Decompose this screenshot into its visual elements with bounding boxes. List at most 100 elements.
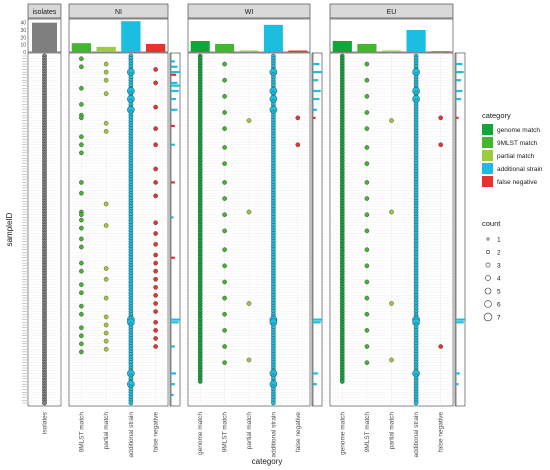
side-bar-EU (456, 62, 463, 66)
point-WI (222, 212, 227, 218)
side-bar-EU (456, 318, 465, 321)
legend-category-label: genome match (497, 127, 540, 134)
side-bar-NI (171, 89, 179, 93)
side-bar-WI (313, 62, 320, 66)
point-WI (222, 110, 227, 115)
point-WI (222, 279, 227, 285)
point-WI (222, 61, 227, 67)
side-bar-WI (313, 108, 317, 111)
point-WI (222, 328, 227, 333)
point-NI (153, 80, 158, 86)
x-tick-isolates: isolates (42, 411, 49, 434)
point-NI (103, 338, 109, 344)
point-WI (222, 247, 227, 252)
point-NI (79, 341, 84, 347)
point-EU (364, 212, 370, 218)
point-NI (153, 67, 158, 72)
top-bar-NI (145, 43, 166, 52)
point-WI (222, 311, 227, 317)
point-NI (79, 303, 84, 309)
point-EU (364, 263, 370, 269)
x-tick-NI: partial match (103, 412, 110, 450)
point-EU (389, 209, 394, 215)
point-NI (79, 290, 84, 296)
legend-category-label: 9MLST match (497, 140, 538, 147)
side-bar-NI (171, 84, 180, 87)
point-WI (222, 180, 227, 185)
point-WI (295, 142, 301, 148)
point-NI (103, 77, 109, 83)
panel-strip-WI (187, 3, 311, 19)
legend-swatch (482, 150, 493, 161)
point-NI (153, 180, 158, 185)
point-EU (364, 295, 370, 301)
point-NI (79, 282, 84, 287)
point-NI (79, 225, 84, 231)
x-axis-title: category (252, 457, 283, 466)
y-axis-title: sampleID (5, 212, 14, 246)
point-WI (222, 228, 227, 234)
side-bar-EU (456, 97, 462, 101)
point-NI (153, 104, 158, 110)
legend-count-label: 1 (497, 236, 501, 243)
x-tick-WI: 9MLST match (222, 412, 229, 453)
point-NI (79, 102, 84, 107)
point-EU (339, 379, 345, 384)
side-bar-EU (456, 89, 463, 93)
side-bar-WI (313, 372, 319, 375)
point-EU (389, 118, 394, 123)
side-bar-WI (313, 116, 316, 119)
point-EU (364, 311, 370, 317)
legend-count-circle (484, 287, 492, 295)
point-NI (153, 301, 158, 306)
side-bar-WI (313, 97, 320, 101)
top-bar-WI (288, 50, 308, 52)
point-NI (153, 268, 158, 274)
panel-plot-frame-NI (68, 52, 169, 407)
point-WI (222, 196, 227, 201)
side-bar-EU (456, 383, 459, 386)
side-bar-WI (313, 321, 321, 324)
top-bar-WI (263, 24, 283, 52)
isolates-point (42, 400, 47, 406)
point-EU (364, 360, 370, 365)
side-bar-EU (456, 71, 464, 74)
x-tick-WI: additional strain (270, 412, 277, 458)
point-EU (438, 142, 444, 148)
x-tick-EU: genome match (339, 412, 346, 455)
point-WI (222, 126, 227, 131)
side-bar-NI (171, 372, 177, 375)
panel-strip-EU (329, 3, 454, 19)
point-NI (79, 64, 84, 70)
point-WI (246, 357, 252, 363)
point-NI (103, 61, 109, 67)
legend-count-title: count (482, 219, 501, 228)
side-bar-WI (313, 89, 321, 93)
point-EU (438, 115, 444, 121)
point-NI (153, 293, 158, 298)
top-bar-EU (431, 51, 451, 52)
side-bar-NI (171, 393, 174, 397)
point-NI (153, 193, 158, 199)
point-NI (79, 134, 84, 139)
panel-strip-label-EU: EU (387, 9, 397, 16)
side-bar-WI (313, 71, 322, 74)
point-NI (103, 322, 109, 328)
point-NI (153, 344, 158, 349)
isolates-bar (32, 22, 57, 52)
x-tick-WI: false negative (295, 412, 302, 452)
side-bar-NI (171, 108, 178, 111)
side-bar-EU (456, 321, 464, 324)
side-bar-NI (171, 81, 178, 84)
point-NI (153, 328, 158, 333)
point-NI (103, 223, 109, 228)
top-y-tick-label: 30 (20, 28, 26, 34)
point-NI (103, 120, 109, 126)
legend-swatch (482, 163, 493, 174)
top-bar-EU (332, 41, 352, 52)
point-NI (79, 180, 84, 185)
point-WI (222, 263, 227, 269)
point-NI (79, 325, 84, 330)
top-bar-EU (357, 43, 377, 52)
